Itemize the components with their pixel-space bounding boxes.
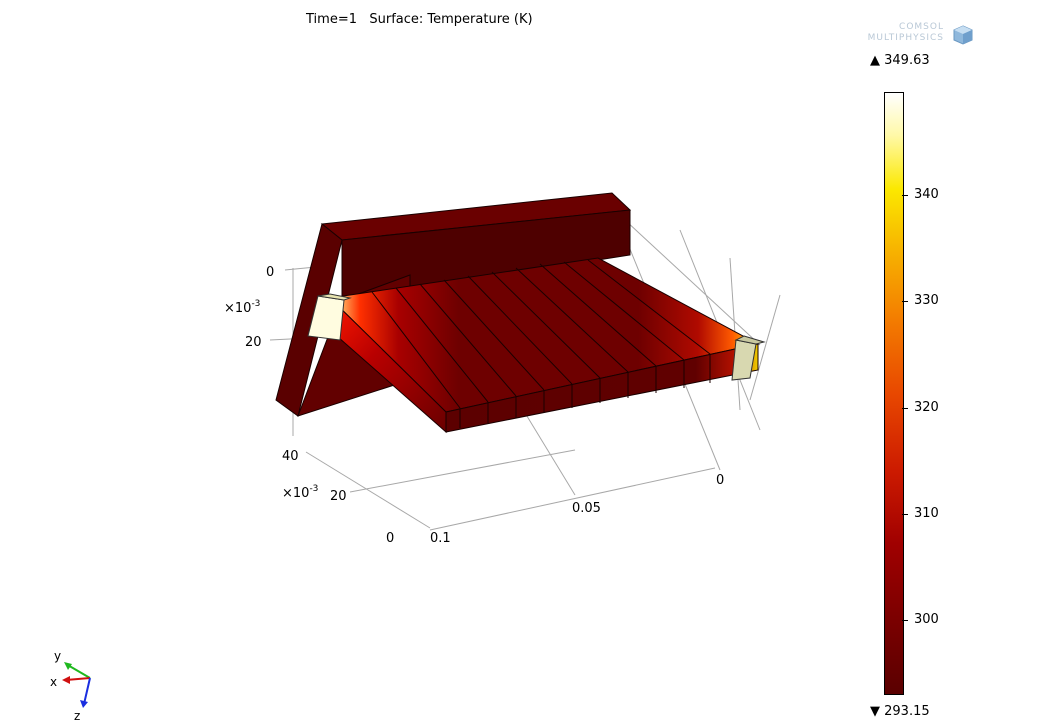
colorbar: [884, 92, 904, 695]
logo-cube-icon: [953, 25, 973, 45]
colorbar-tick: [902, 620, 908, 621]
colorbar-tick-label: 320: [914, 400, 939, 415]
colorbar-tick-label: 330: [914, 293, 939, 308]
legend-min-value: ▼ 293.15: [870, 704, 930, 719]
y-axis-labels: 0 ×10-3 20: [224, 265, 274, 350]
legend-max-value: ▲ 349.63: [870, 53, 930, 68]
triad-y-label: y: [54, 649, 61, 663]
plot-area[interactable]: 0 ×10-3 20 40 ×10-3 20 0 0 0.05 0.1: [0, 0, 860, 722]
logo-text-comsol: COMSOL: [899, 22, 944, 32]
z-axis-labels: 40 ×10-3 20 0: [282, 449, 394, 546]
y-tick-1: 20: [245, 335, 262, 350]
x-axis-labels: 0 0.05 0.1: [430, 473, 724, 546]
axis-orientation-triad: y x z: [50, 649, 91, 722]
y-exponent-label: ×10-3: [224, 299, 260, 316]
logo-text-multiphysics: MULTIPHYSICS: [867, 33, 944, 43]
colorbar-tick: [902, 195, 908, 196]
colorbar-tick: [902, 408, 908, 409]
z-tick-2: 0: [386, 531, 394, 546]
colorbar-tick-label: 310: [914, 506, 939, 521]
x-tick-0: 0: [716, 473, 724, 488]
z-tick-1: 20: [330, 489, 347, 504]
colorbar-tick-label: 340: [914, 187, 939, 202]
z-tick-0: 40: [282, 449, 299, 464]
triad-x-label: x: [50, 675, 57, 689]
triad-z-label: z: [74, 709, 80, 722]
comsol-logo: COMSOL MULTIPHYSICS: [836, 22, 986, 50]
colorbar-tick: [902, 301, 908, 302]
colorbar-tick-label: 300: [914, 612, 939, 627]
plot-title: Time=1 Surface: Temperature (K): [306, 12, 533, 27]
z-exponent-label: ×10-3: [282, 484, 318, 501]
heat-source-blocks: [307, 293, 766, 381]
x-tick-2: 0.1: [430, 531, 451, 546]
y-tick-0: 0: [266, 265, 274, 280]
x-tick-1: 0.05: [572, 501, 601, 516]
colorbar-tick: [902, 514, 908, 515]
heat-sink-fins: [328, 257, 760, 434]
